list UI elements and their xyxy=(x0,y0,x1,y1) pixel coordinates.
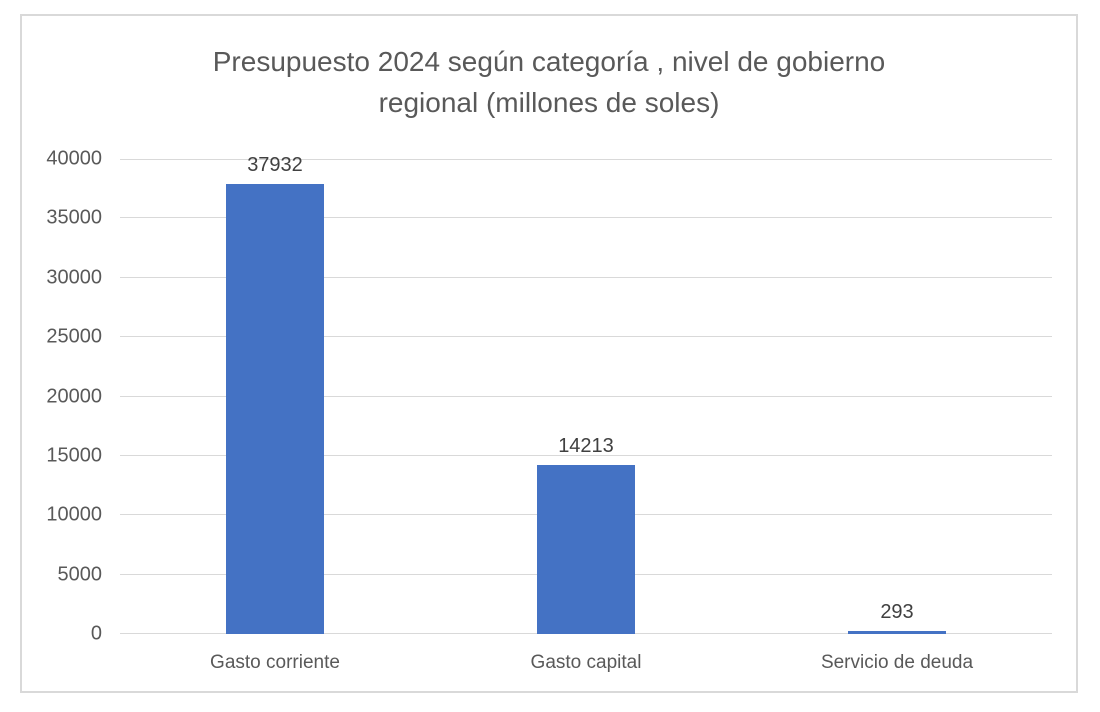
bar-gasto-capital xyxy=(537,465,635,634)
y-axis-tick-label: 30000 xyxy=(46,266,102,289)
gridline xyxy=(120,396,1052,397)
y-axis-tick-label: 20000 xyxy=(46,385,102,407)
x-axis-category-label-gasto-capital: Gasto capital xyxy=(530,652,642,673)
y-axis-tick-label: 10000 xyxy=(46,503,102,526)
gridline xyxy=(120,277,1052,278)
y-axis-tick-label: 5000 xyxy=(57,563,103,586)
data-label-gasto-capital: 14213 xyxy=(558,435,614,457)
plot-area: 0 5000 10000 15000 20000 25000 30000 35000 40000… xyxy=(46,148,1052,673)
chart-title: Presupuesto 2024 según categoría , nivel… xyxy=(22,42,1076,123)
bar-gasto-corriente xyxy=(226,184,324,634)
gridline xyxy=(120,336,1052,337)
x-axis-category-label-servicio-de-deuda: Servicio de deuda xyxy=(820,652,974,673)
gridline xyxy=(120,217,1052,218)
data-label-gasto-corriente: 37932 xyxy=(247,154,303,176)
y-axis-tick-label: 25000 xyxy=(46,325,102,348)
chart-frame: Presupuesto 2024 según categoría , nivel… xyxy=(20,14,1078,693)
bar-servicio-de-deuda xyxy=(848,631,946,634)
gridline xyxy=(120,455,1052,456)
x-axis-category-label-gasto-corriente: Gasto corriente xyxy=(210,652,340,673)
y-axis-tick-label: 15000 xyxy=(46,444,102,467)
chart-title-line: Presupuesto 2024 según categoría , nivel… xyxy=(212,46,886,77)
y-axis-tick-label: 0 xyxy=(90,622,102,645)
y-axis-tick-label: 35000 xyxy=(46,206,102,229)
chart-title-line: regional (millones de soles) xyxy=(378,86,720,118)
y-axis-tick-label: 40000 xyxy=(46,147,102,170)
gridline xyxy=(120,159,1052,160)
data-label-servicio-de-deuda: 293 xyxy=(880,601,914,623)
